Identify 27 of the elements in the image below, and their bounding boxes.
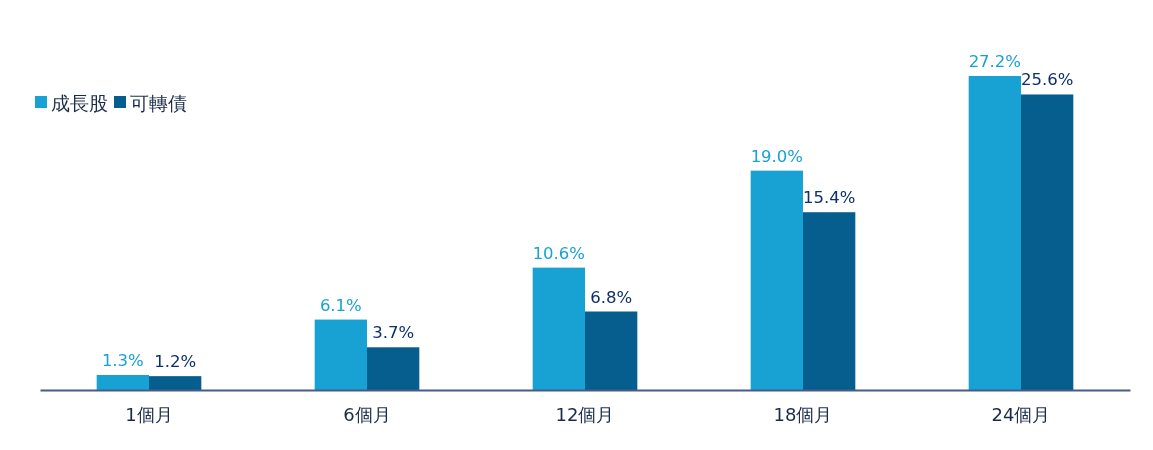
bar xyxy=(968,76,1021,390)
legend-label: 可轉債 xyxy=(130,91,187,114)
data-label: 27.2% xyxy=(968,52,1022,71)
bar xyxy=(1021,94,1074,390)
bar xyxy=(96,374,149,390)
bar xyxy=(750,170,803,390)
bar xyxy=(532,267,585,390)
x-tick-label: 1個月 xyxy=(125,403,173,425)
x-tick-label: 18個月 xyxy=(773,403,833,425)
x-tick-label: 12個月 xyxy=(555,403,615,425)
data-label: 25.6% xyxy=(1020,70,1074,90)
bar xyxy=(367,347,420,390)
data-label: 6.8% xyxy=(590,287,633,307)
data-label: 1.2% xyxy=(154,352,197,372)
data-label: 1.3% xyxy=(101,350,144,370)
data-label: 3.7% xyxy=(372,323,415,343)
data-label: 6.1% xyxy=(319,295,362,315)
x-tick-label: 24個月 xyxy=(991,403,1051,425)
data-label: 10.6% xyxy=(532,243,586,263)
data-label: 15.4% xyxy=(802,188,856,208)
data-label: 19.0% xyxy=(750,146,804,166)
legend-label: 成長股 xyxy=(51,91,108,114)
x-tick-label: 6個月 xyxy=(343,403,391,425)
bar xyxy=(585,311,638,390)
bar xyxy=(803,212,856,390)
bar xyxy=(314,319,367,390)
bar xyxy=(149,376,202,390)
